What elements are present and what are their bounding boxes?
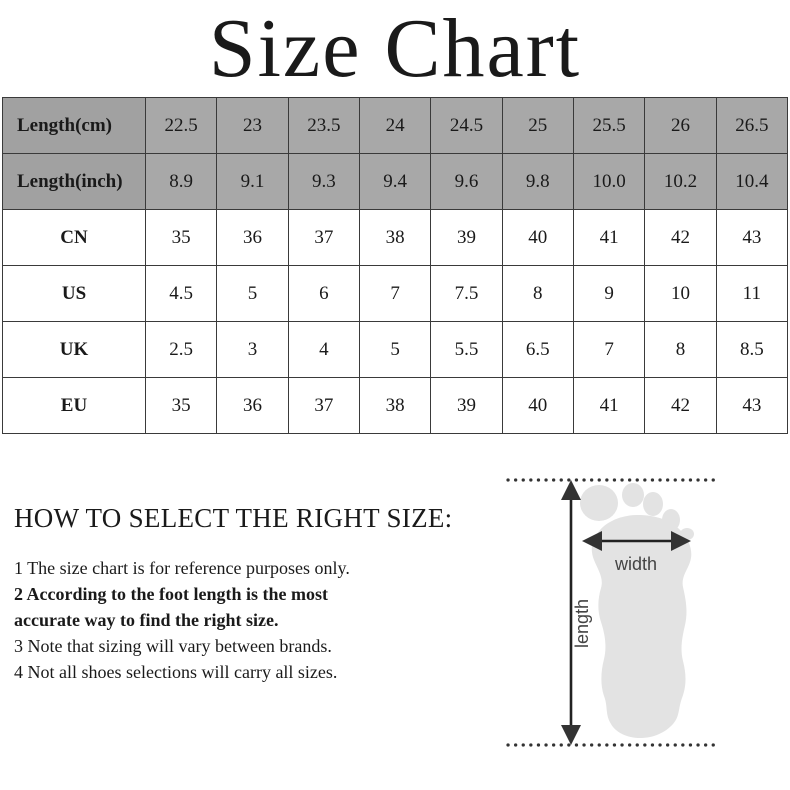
svg-text:length: length (572, 599, 592, 648)
svg-text:width: width (614, 554, 657, 574)
